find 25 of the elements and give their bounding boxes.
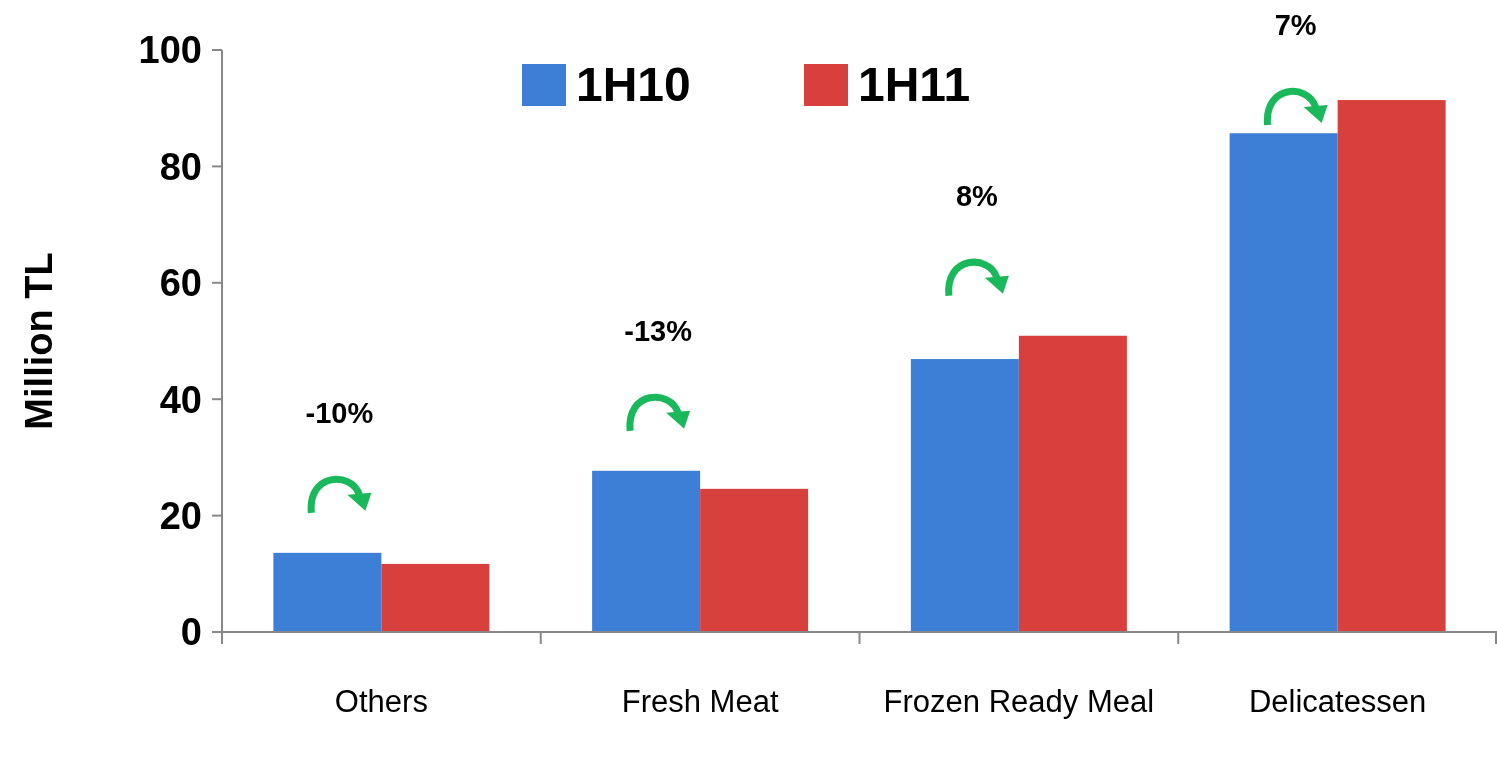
bar — [273, 552, 382, 632]
legend-label: 1H10 — [576, 57, 691, 111]
y-axis-title: Million TL — [18, 252, 60, 430]
bar — [1337, 100, 1446, 632]
y-tick-label: 20 — [159, 494, 202, 537]
bar — [700, 488, 809, 632]
bar — [910, 359, 1019, 632]
annotation: -13% — [624, 314, 693, 347]
annotation: 8% — [955, 179, 999, 212]
y-tick-label: 60 — [159, 262, 202, 305]
x-tick-label: Frozen Ready Meal — [883, 684, 1155, 719]
y-tick-label: 100 — [138, 29, 202, 72]
bar — [1018, 335, 1127, 632]
x-tick-label: Others — [334, 684, 428, 719]
y-tick-label: 80 — [159, 145, 202, 188]
bar — [1229, 133, 1338, 632]
bar — [592, 470, 701, 632]
x-tick-label: Fresh Meat — [621, 684, 779, 719]
y-tick-label: 40 — [159, 378, 202, 421]
legend-label: 1H11 — [858, 57, 971, 111]
annotation: -10% — [305, 397, 374, 429]
bar — [381, 563, 490, 632]
x-tick-label: Delicatessen — [1248, 684, 1427, 719]
text: 7% — [1274, 9, 1317, 42]
y-tick-label: 0 — [180, 611, 202, 654]
